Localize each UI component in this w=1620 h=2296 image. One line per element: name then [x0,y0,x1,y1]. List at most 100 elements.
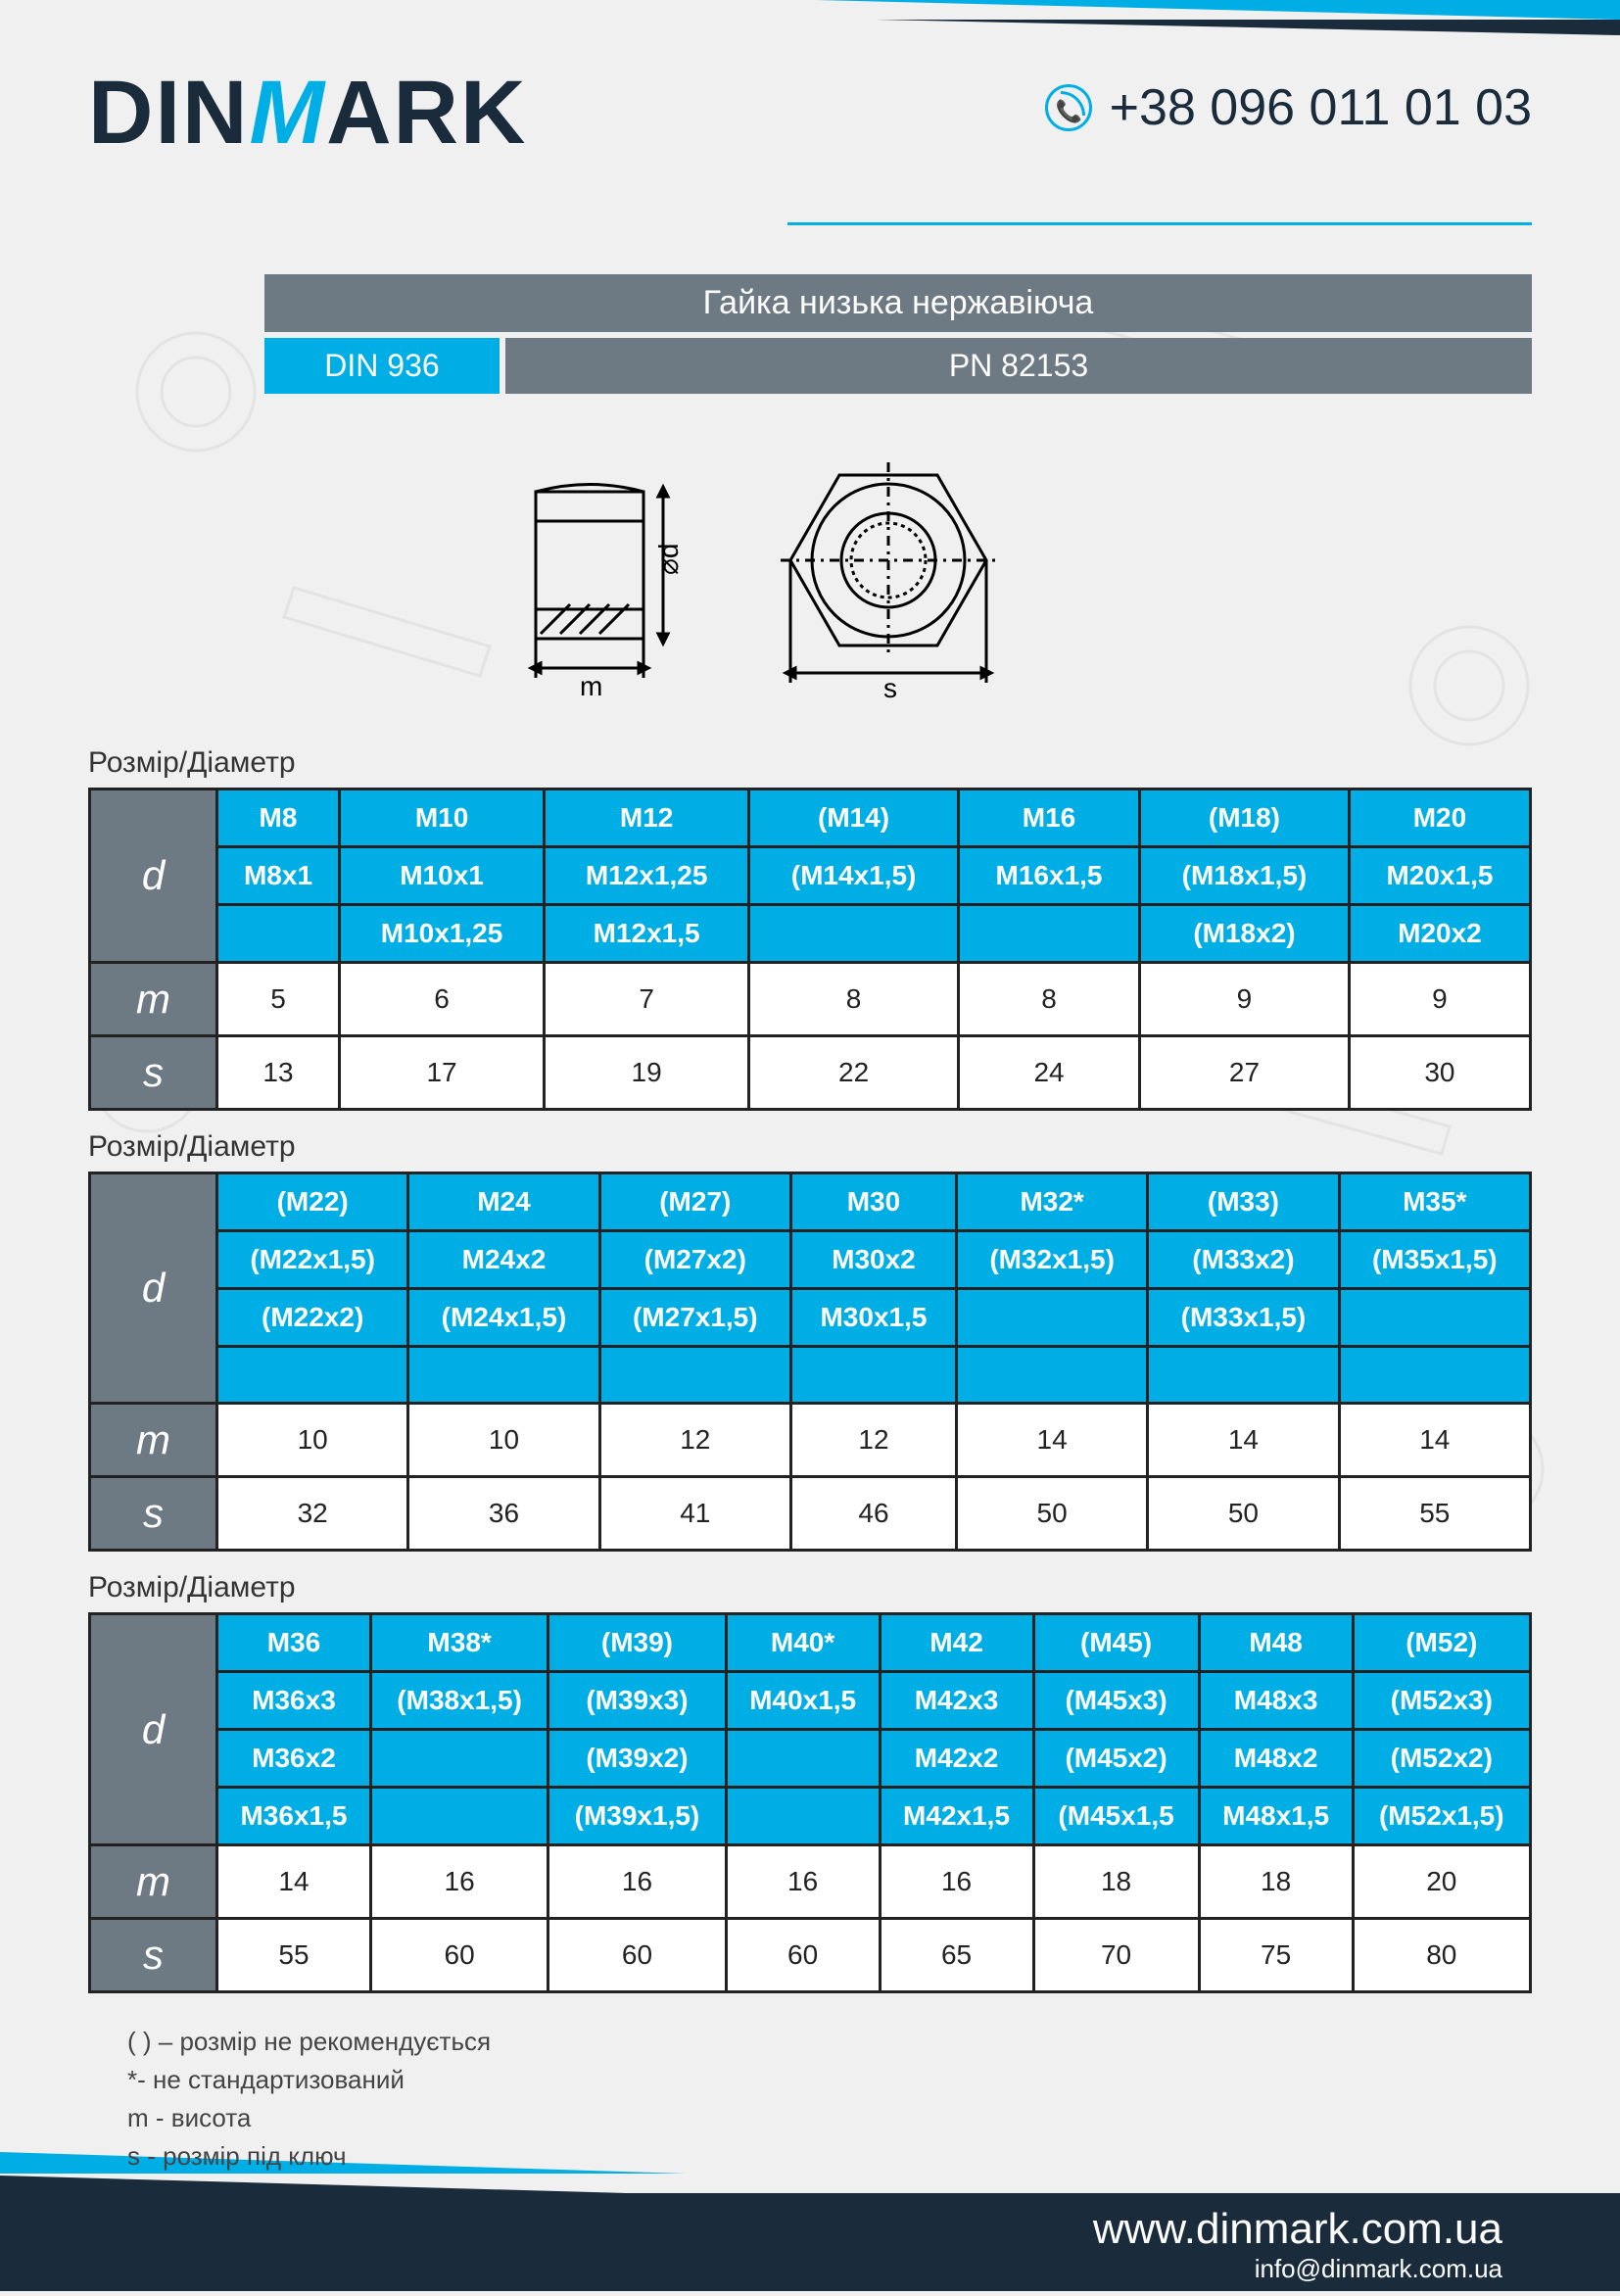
m-cell: 6 [340,963,545,1036]
d-cell [790,1347,956,1404]
d-cell: (M39) [548,1614,726,1672]
table-title: Розмір/Діаметр [88,1571,1532,1604]
d-cell: M10x1 [340,847,545,905]
d-cell: (M27x1,5) [599,1289,790,1347]
s-cell: 46 [790,1477,956,1551]
m-cell: 5 [217,963,340,1036]
s-cell: 36 [408,1477,599,1551]
s-cell: 70 [1033,1919,1199,1992]
row-label-s: s [90,1477,217,1551]
table-section-2: Розмір/ДіаметрdM36M38*(M39)M40*M42(M45)M… [88,1571,1532,1993]
d-cell: M48 [1199,1614,1353,1672]
note-line: *- не стандартизований [127,2061,1532,2099]
diagram-label-m: m [580,671,602,701]
d-cell: M40x1,5 [726,1672,880,1730]
spec-din: DIN 936 [264,338,500,394]
s-cell: 55 [1339,1477,1530,1551]
d-cell: M42x2 [880,1730,1033,1788]
m-cell: 8 [959,963,1140,1036]
technical-diagram: ⌀d m s [467,433,1153,707]
d-cell: (M45x2) [1033,1730,1199,1788]
m-cell: 16 [880,1845,1033,1919]
d-cell: M10 [340,789,545,847]
d-cell [1148,1347,1339,1404]
d-cell [217,905,340,963]
d-cell: M16x1,5 [959,847,1140,905]
m-cell: 16 [370,1845,548,1919]
table-title: Розмір/Діаметр [88,1130,1532,1164]
table-section-1: Розмір/Діаметрd(M22)M24(M27)M30M32*(M33)… [88,1130,1532,1552]
footer-email: info@dinmark.com.ua [118,2254,1502,2284]
d-cell: M20 [1349,789,1530,847]
diagram-label-s: s [883,673,897,703]
header-underline [787,222,1532,225]
d-cell: (M39x3) [548,1672,726,1730]
table-title: Розмір/Діаметр [88,746,1532,780]
note-line: s - розмір під ключ [127,2137,1532,2176]
d-cell: (M35x1,5) [1339,1231,1530,1289]
header-dark-triangle [876,20,1620,35]
footer-dark-triangle [0,2176,627,2193]
footer-url: www.dinmark.com.ua [118,2205,1502,2254]
header: DINMARK +38 096 011 01 03 [0,0,1620,225]
footer-bar: www.dinmark.com.ua info@dinmark.com.ua [0,2193,1620,2291]
d-cell: (M32x1,5) [956,1231,1147,1289]
m-cell: 12 [599,1404,790,1477]
d-cell [408,1347,599,1404]
d-cell: M20x2 [1349,905,1530,963]
d-cell: M12 [545,789,749,847]
diagram-label-d: ⌀d [653,544,684,575]
m-cell: 7 [545,963,749,1036]
d-cell: (M18x1,5) [1140,847,1350,905]
m-cell: 16 [548,1845,726,1919]
d-cell [370,1730,548,1788]
d-cell: M48x3 [1199,1672,1353,1730]
d-cell: M40* [726,1614,880,1672]
d-cell: M42x3 [880,1672,1033,1730]
row-label-d: d [90,789,217,963]
spec-row: DIN 936 PN 82153 [264,338,1532,394]
s-cell: 60 [726,1919,880,1992]
s-cell: 17 [340,1036,545,1110]
m-cell: 18 [1033,1845,1199,1919]
notes: ( ) – розмір не рекомендується*- не стан… [127,2023,1532,2176]
m-cell: 10 [217,1404,408,1477]
d-cell: M12x1,5 [545,905,749,963]
d-cell [1339,1289,1530,1347]
d-cell: (M33) [1148,1173,1339,1231]
d-cell: (M24x1,5) [408,1289,599,1347]
spec-pn: PN 82153 [505,338,1532,394]
m-cell: 16 [726,1845,880,1919]
s-cell: 55 [217,1919,371,1992]
d-cell: M8x1 [217,847,340,905]
d-cell: M10x1,25 [340,905,545,963]
s-cell: 32 [217,1477,408,1551]
s-cell: 24 [959,1036,1140,1110]
d-cell: (M33x2) [1148,1231,1339,1289]
phone-number: +38 096 011 01 03 [1110,78,1532,137]
m-cell: 9 [1140,963,1350,1036]
note-line: ( ) – розмір не рекомендується [127,2023,1532,2061]
s-cell: 22 [749,1036,959,1110]
d-cell: (M14x1,5) [749,847,959,905]
d-cell: M36x3 [217,1672,371,1730]
d-cell: M38* [370,1614,548,1672]
d-cell: M24 [408,1173,599,1231]
s-cell: 60 [548,1919,726,1992]
m-cell: 14 [1148,1404,1339,1477]
d-cell: (M27x2) [599,1231,790,1289]
d-cell: (M18x2) [1140,905,1350,963]
s-cell: 19 [545,1036,749,1110]
m-cell: 18 [1199,1845,1353,1919]
d-cell: M8 [217,789,340,847]
d-cell: M20x1,5 [1349,847,1530,905]
logo-text-post: ARK [326,63,527,163]
logo-text-m: M [249,63,326,163]
d-cell [956,1347,1147,1404]
d-cell: M48x2 [1199,1730,1353,1788]
s-cell: 65 [880,1919,1033,1992]
s-cell: 50 [1148,1477,1339,1551]
row-label-d: d [90,1173,217,1404]
m-cell: 14 [217,1845,371,1919]
d-cell: M30x1,5 [790,1289,956,1347]
